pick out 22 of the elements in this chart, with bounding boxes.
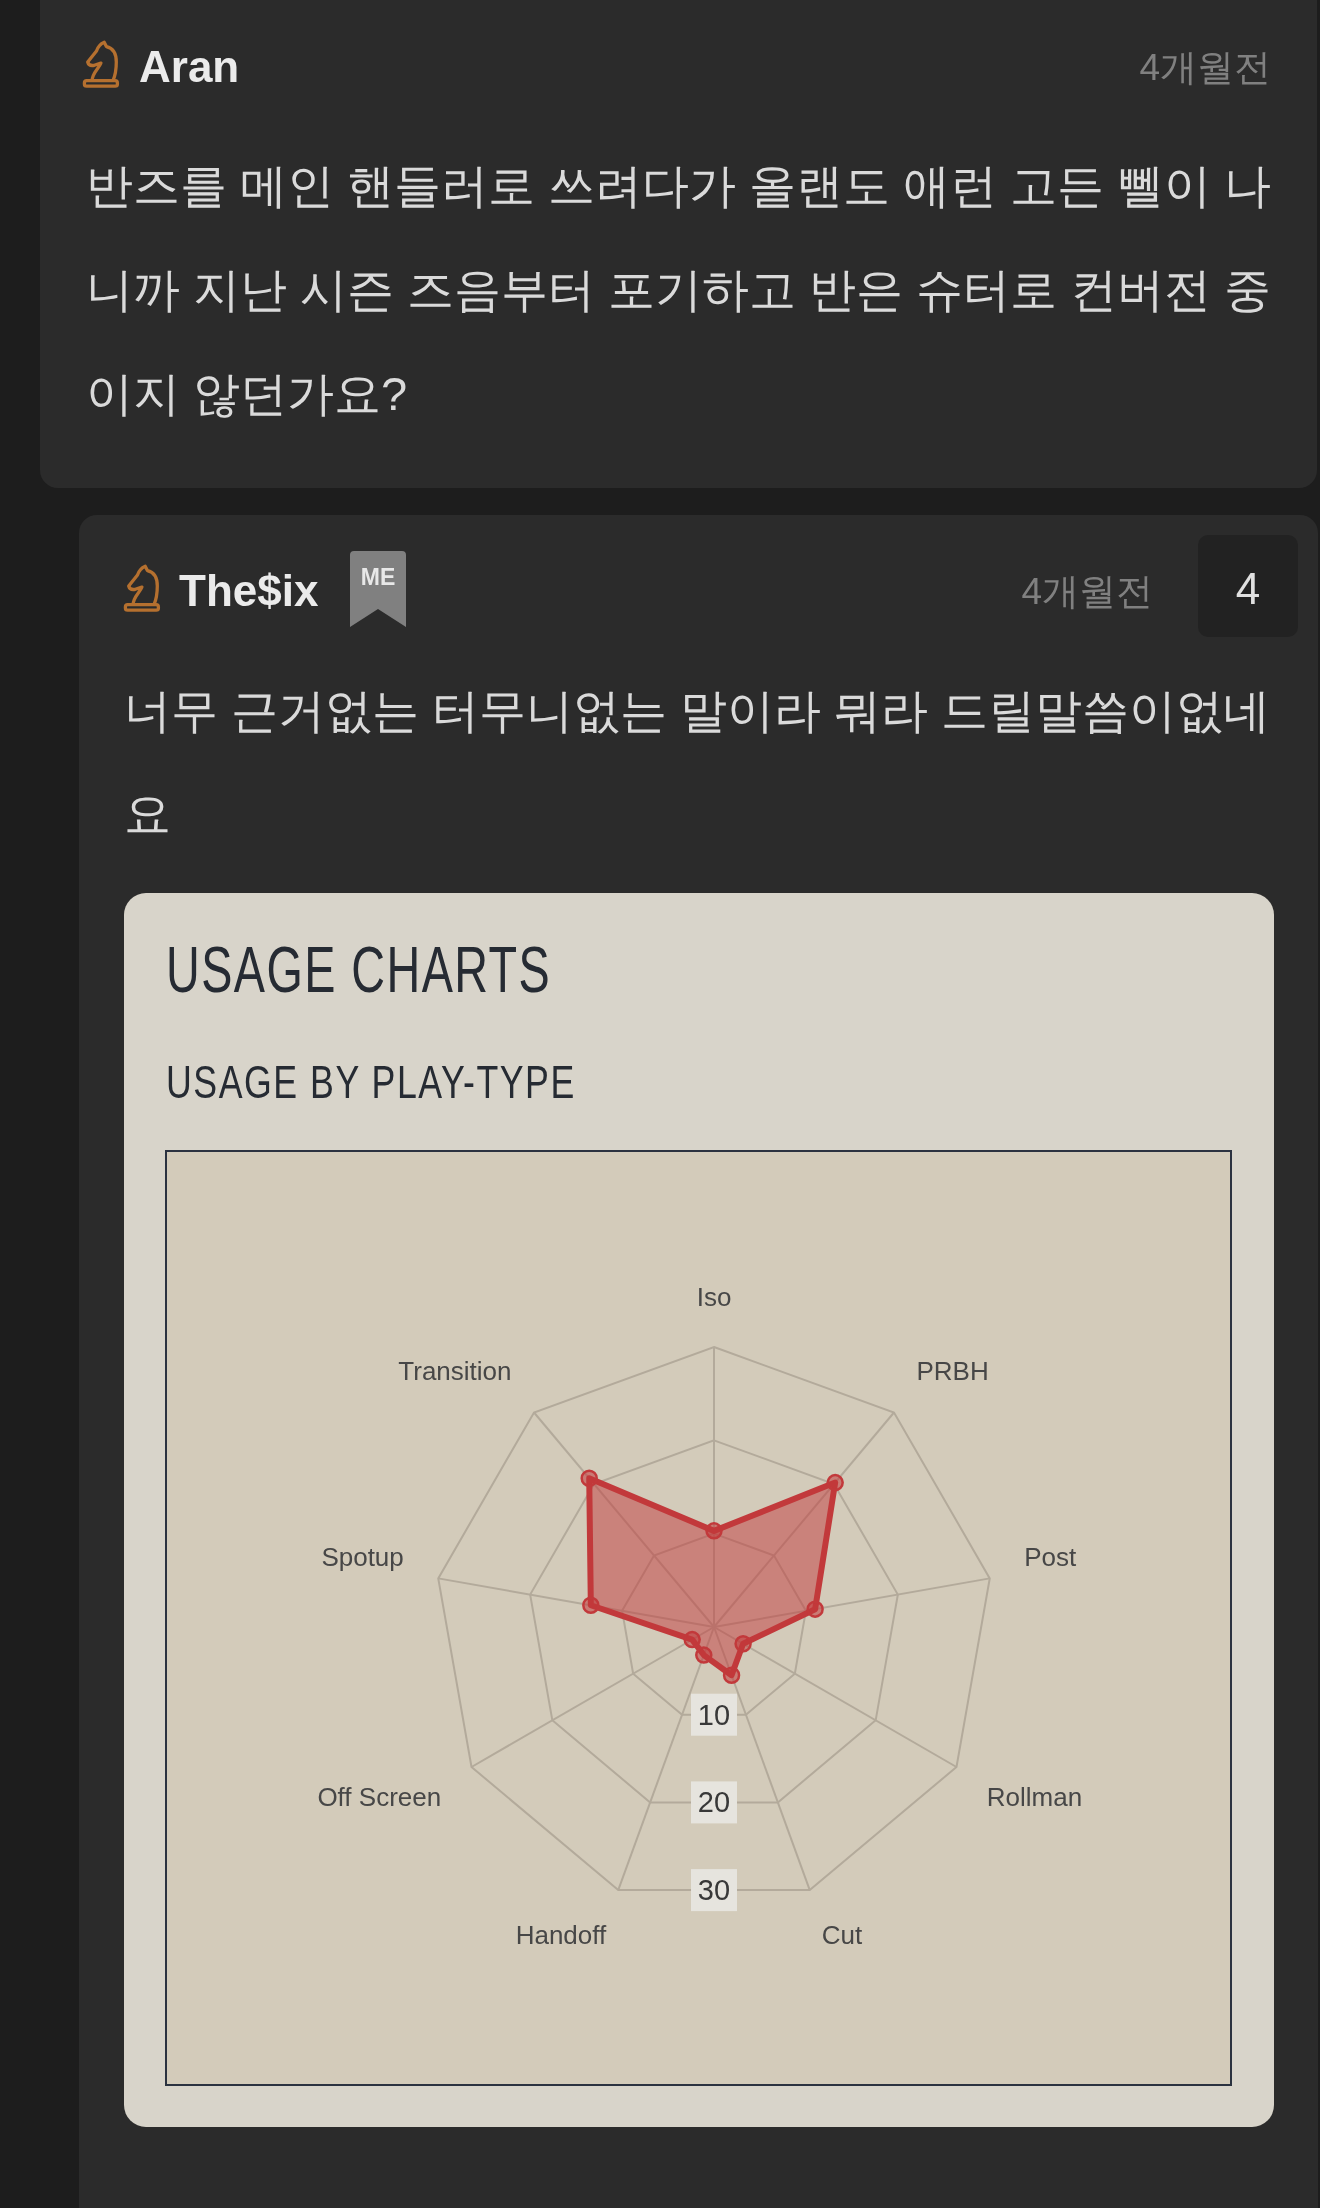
spoke-label: Rollman (986, 1781, 1083, 1812)
spoke-label: Spotup (321, 1542, 404, 1573)
text: 4 (1235, 564, 1261, 613)
spoke-label: Post (1024, 1542, 1078, 1573)
spoke-label: Off Screen (317, 1781, 442, 1812)
text: Aran (139, 42, 240, 91)
chart-title: USAGE CHARTS (166, 933, 552, 1006)
spoke-label: Iso (696, 1282, 732, 1312)
y-tick-label: 10 (697, 1698, 731, 1731)
text: ME (360, 564, 396, 590)
text: The$ix (179, 566, 319, 615)
spoke-label: Cut (821, 1920, 863, 1950)
spoke-label: Handoff (515, 1920, 608, 1950)
text: 4개월전 (1021, 571, 1153, 612)
y-tick-label: 30 (697, 1874, 731, 1907)
spoke-label: PRBH (916, 1355, 989, 1386)
text: 반즈를 메인 핸들러로 쓰려다가 올랜도 애런 고든 뻴이 나니까 지난 시즌 즈음부터 포기하고 반은 슈터로 컨버전 중이지 않던가요? (86, 158, 1273, 422)
text: 4개월전 (1139, 47, 1271, 88)
y-tick-label: 20 (697, 1786, 731, 1819)
spoke-label: Transition (398, 1355, 512, 1386)
text: 너무 근거없는 터무니없는 말이라 뭐라 드릴말씀이없네요 (124, 683, 1272, 842)
chart-subtitle: USAGE BY PLAY-TYPE (166, 1055, 576, 1109)
